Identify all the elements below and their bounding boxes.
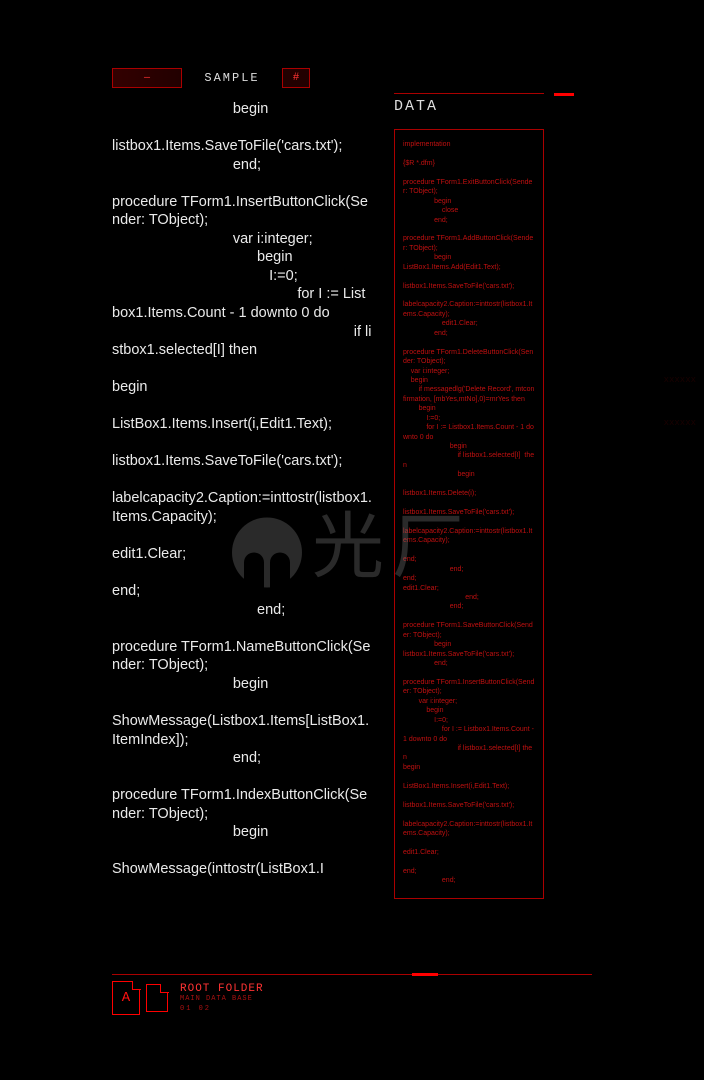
data-panel-title: DATA	[394, 98, 564, 115]
main-code-panel: begin listbox1.Items.SaveToFile('cars.tx…	[112, 98, 372, 968]
accent-icon	[412, 973, 438, 976]
ghost-text: xxxxxx	[664, 418, 696, 428]
topbar-tab-hash[interactable]: #	[282, 68, 310, 88]
data-box: implementation {$R *.dfm} procedure TFor…	[394, 129, 544, 899]
footer-title: ROOT FOLDER	[180, 983, 264, 995]
footer-subtitle: MAIN DATA BASE	[180, 995, 264, 1003]
main-code: begin listbox1.Items.SaveToFile('cars.tx…	[112, 98, 372, 879]
file-icon[interactable]	[146, 984, 168, 1012]
divider	[394, 93, 544, 94]
file-icon[interactable]: A	[112, 981, 140, 1015]
topbar-title: SAMPLE	[188, 68, 276, 88]
footer: A ROOT FOLDER MAIN DATA BASE 01 02	[112, 978, 592, 1018]
topbar: — SAMPLE #	[112, 68, 592, 88]
accent-icon	[554, 93, 574, 96]
ghost-text: xxxxxx	[664, 375, 696, 385]
data-panel: DATA implementation {$R *.dfm} procedure…	[384, 98, 564, 968]
divider	[112, 974, 592, 975]
footer-page-nums: 01 02	[180, 1005, 264, 1013]
topbar-tab-left[interactable]: —	[112, 68, 182, 88]
mini-code: implementation {$R *.dfm} procedure TFor…	[403, 140, 535, 886]
